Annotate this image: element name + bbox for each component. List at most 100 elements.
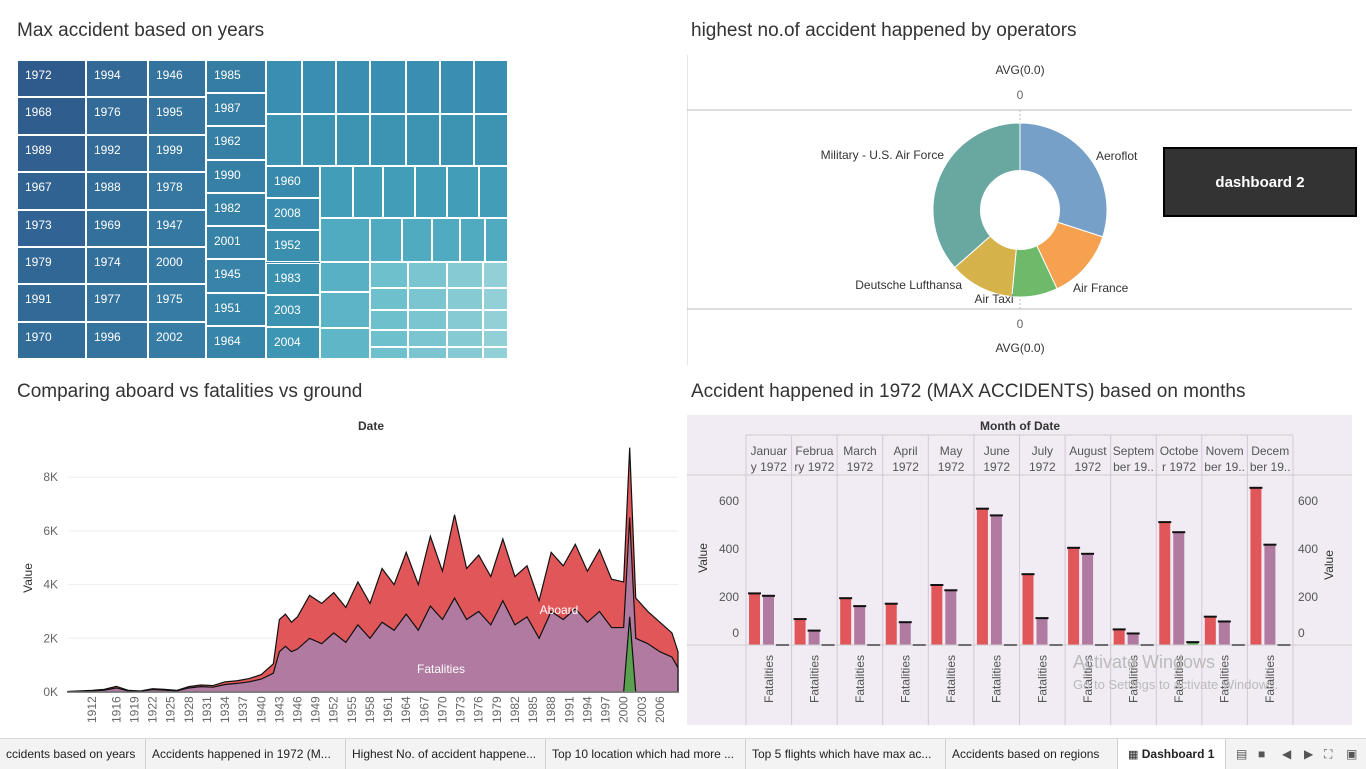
treemap-cell-1962[interactable]: 1962	[206, 126, 266, 160]
treemap-cell-unlabeled[interactable]	[440, 114, 474, 166]
treemap-cell-2004[interactable]: 2004	[266, 326, 320, 359]
treemap-cell-unlabeled[interactable]	[474, 60, 508, 114]
bar-aboard[interactable]	[1113, 629, 1125, 645]
next-icon[interactable]: ▶	[1304, 747, 1314, 761]
treemap-cell-unlabeled[interactable]	[483, 288, 508, 310]
donut-chart[interactable]: AVG(0.0) 0 0 AVG(0.0) Aeroflot Air Franc…	[686, 55, 1366, 365]
treemap-cell-unlabeled[interactable]	[370, 218, 402, 262]
treemap-cell-unlabeled[interactable]	[266, 114, 302, 166]
treemap-cell-unlabeled[interactable]	[447, 347, 483, 359]
treemap-cell-1946[interactable]: 1946	[148, 60, 206, 98]
prev-icon[interactable]: ◀	[1282, 747, 1292, 761]
bar-aboard[interactable]	[840, 598, 852, 645]
treemap-cell-1947[interactable]: 1947	[148, 209, 206, 247]
treemap-cell-unlabeled[interactable]	[447, 166, 479, 218]
monthly-bar-chart[interactable]: Month of Date Januar y 1972 Fatalities Febr…	[687, 415, 1352, 725]
treemap-cell-unlabeled[interactable]	[353, 166, 383, 218]
bar-fatalities[interactable]	[990, 515, 1002, 645]
tab-highest-accidents[interactable]: Highest No. of accident happene...	[346, 739, 546, 769]
treemap-cell-unlabeled[interactable]	[408, 330, 447, 347]
treemap-cell-unlabeled[interactable]	[460, 218, 485, 262]
bar-aboard[interactable]	[749, 593, 760, 645]
treemap-cell-unlabeled[interactable]	[320, 166, 353, 218]
treemap-cell-unlabeled[interactable]	[447, 330, 483, 347]
treemap-cell-1968[interactable]: 1968	[17, 97, 86, 135]
treemap-cell-1977[interactable]: 1977	[86, 284, 148, 322]
treemap-cell-unlabeled[interactable]	[370, 347, 408, 359]
bar-fatalities[interactable]	[1264, 544, 1276, 645]
treemap-cell-unlabeled[interactable]	[479, 166, 508, 218]
dashboard-2-button[interactable]: dashboard 2	[1163, 147, 1357, 217]
bar-aboard[interactable]	[1159, 522, 1171, 645]
treemap-cell-1978[interactable]: 1978	[148, 172, 206, 210]
bar-fatalities[interactable]	[1173, 532, 1185, 645]
treemap-cell-1973[interactable]: 1973	[17, 209, 86, 247]
bar-aboard[interactable]	[931, 585, 943, 645]
treemap-cell-unlabeled[interactable]	[447, 288, 483, 310]
treemap-cell-unlabeled[interactable]	[320, 218, 370, 262]
treemap-cell-unlabeled[interactable]	[432, 218, 460, 262]
treemap-cell-unlabeled[interactable]	[408, 262, 447, 288]
treemap-cell-unlabeled[interactable]	[370, 288, 408, 310]
tab-accidents-1972[interactable]: Accidents happened in 1972 (M...	[146, 739, 346, 769]
area-chart[interactable]: Date Value 0K 2K 4K 6K 8K 1912 1916 1919 1922 19…	[17, 415, 687, 735]
treemap-cell-unlabeled[interactable]	[415, 166, 447, 218]
treemap-cell-1994[interactable]: 1994	[86, 60, 148, 98]
treemap-cell-1960[interactable]: 1960	[266, 166, 320, 199]
bar-ground[interactable]	[1187, 642, 1199, 645]
treemap-cell-unlabeled[interactable]	[447, 310, 483, 330]
treemap-cell-unlabeled[interactable]	[383, 166, 415, 218]
present-icon[interactable]: ▣	[1346, 747, 1358, 761]
treemap-cell-unlabeled[interactable]	[483, 347, 508, 359]
treemap-cell-unlabeled[interactable]	[302, 60, 336, 114]
treemap-cell-1967[interactable]: 1967	[17, 172, 86, 210]
treemap-cell-1972[interactable]: 1972	[17, 60, 86, 98]
bar-aboard[interactable]	[1068, 547, 1080, 645]
treemap-cell-1991[interactable]: 1991	[17, 284, 86, 322]
bar-aboard[interactable]	[1022, 574, 1034, 645]
bar-fatalities[interactable]	[854, 606, 866, 645]
tab-top10-locations[interactable]: Top 10 location which had more ...	[546, 739, 746, 769]
treemap-cell-2008[interactable]: 2008	[266, 198, 320, 231]
treemap-cell-1988[interactable]: 1988	[86, 172, 148, 210]
treemap-cell-unlabeled[interactable]	[485, 218, 508, 262]
bar-fatalities[interactable]	[1036, 618, 1048, 645]
bar-fatalities[interactable]	[1127, 633, 1139, 645]
treemap-cell-2002[interactable]: 2002	[148, 321, 206, 359]
treemap-cell-unlabeled[interactable]	[336, 60, 370, 114]
treemap-cell-1996[interactable]: 1996	[86, 321, 148, 359]
treemap-cell-unlabeled[interactable]	[447, 262, 483, 288]
treemap-cell-unlabeled[interactable]	[402, 218, 432, 262]
treemap-cell-unlabeled[interactable]	[320, 328, 370, 359]
treemap-cell-unlabeled[interactable]	[408, 310, 447, 330]
treemap-cell-unlabeled[interactable]	[483, 262, 508, 288]
treemap-cell-unlabeled[interactable]	[320, 262, 370, 292]
bar-fatalities[interactable]	[1082, 553, 1094, 645]
treemap-cell-1964[interactable]: 1964	[206, 325, 266, 359]
bar-aboard[interactable]	[1204, 616, 1216, 645]
treemap-cell-unlabeled[interactable]	[370, 60, 406, 114]
treemap-cell-1945[interactable]: 1945	[206, 259, 266, 293]
treemap-cell-unlabeled[interactable]	[408, 288, 447, 310]
treemap-cell-2001[interactable]: 2001	[206, 226, 266, 260]
treemap-cell-1999[interactable]: 1999	[148, 134, 206, 173]
treemap-cell-1982[interactable]: 1982	[206, 192, 266, 227]
treemap-cell-1969[interactable]: 1969	[86, 209, 148, 247]
bar-aboard[interactable]	[976, 508, 988, 645]
treemap-cell-1970[interactable]: 1970	[17, 321, 86, 359]
bar-aboard[interactable]	[885, 603, 897, 645]
treemap-cell-unlabeled[interactable]	[483, 310, 508, 330]
tab-accidents-years[interactable]: ccidents based on years	[0, 739, 146, 769]
treemap-cell-1989[interactable]: 1989	[17, 134, 86, 173]
treemap-cell-1951[interactable]: 1951	[206, 292, 266, 326]
treemap-cell-1979[interactable]: 1979	[17, 246, 86, 285]
treemap-cell-1976[interactable]: 1976	[86, 97, 148, 135]
treemap-cell-unlabeled[interactable]	[370, 114, 406, 166]
tab-regions[interactable]: Accidents based on regions	[946, 739, 1118, 769]
treemap-cell-1990[interactable]: 1990	[206, 159, 266, 193]
treemap-cell-unlabeled[interactable]	[408, 347, 447, 359]
treemap-cell-unlabeled[interactable]	[370, 330, 408, 347]
treemap-cell-1987[interactable]: 1987	[206, 93, 266, 127]
treemap-cell-2003[interactable]: 2003	[266, 294, 320, 327]
treemap-cell-1974[interactable]: 1974	[86, 246, 148, 285]
